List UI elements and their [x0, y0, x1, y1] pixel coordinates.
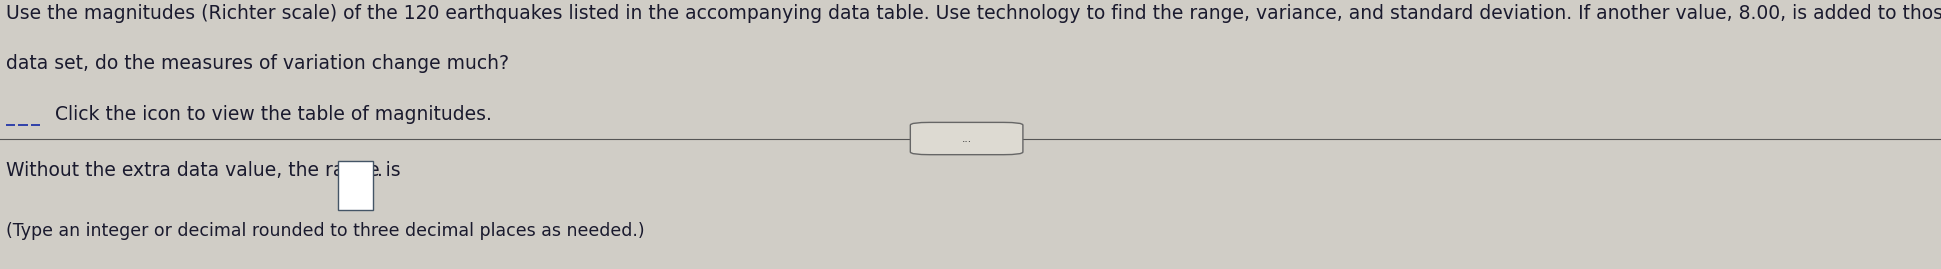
FancyBboxPatch shape [31, 124, 41, 125]
Text: Without the extra data value, the range is: Without the extra data value, the range … [6, 161, 406, 180]
Text: .: . [377, 161, 382, 180]
FancyBboxPatch shape [31, 125, 41, 126]
Text: Use the magnitudes (Richter scale) of the 120 earthquakes listed in the accompan: Use the magnitudes (Richter scale) of th… [6, 4, 1941, 23]
FancyBboxPatch shape [6, 125, 16, 126]
FancyBboxPatch shape [17, 125, 27, 126]
Text: data set, do the measures of variation change much?: data set, do the measures of variation c… [6, 54, 509, 73]
FancyBboxPatch shape [31, 125, 41, 126]
FancyBboxPatch shape [6, 124, 16, 125]
FancyBboxPatch shape [6, 125, 16, 126]
Text: (Type an integer or decimal rounded to three decimal places as needed.): (Type an integer or decimal rounded to t… [6, 222, 644, 240]
FancyBboxPatch shape [17, 125, 27, 126]
FancyBboxPatch shape [338, 161, 373, 210]
FancyBboxPatch shape [17, 124, 27, 125]
Text: ...: ... [961, 133, 972, 144]
Text: Click the icon to view the table of magnitudes.: Click the icon to view the table of magn… [54, 105, 491, 124]
FancyBboxPatch shape [910, 122, 1023, 155]
